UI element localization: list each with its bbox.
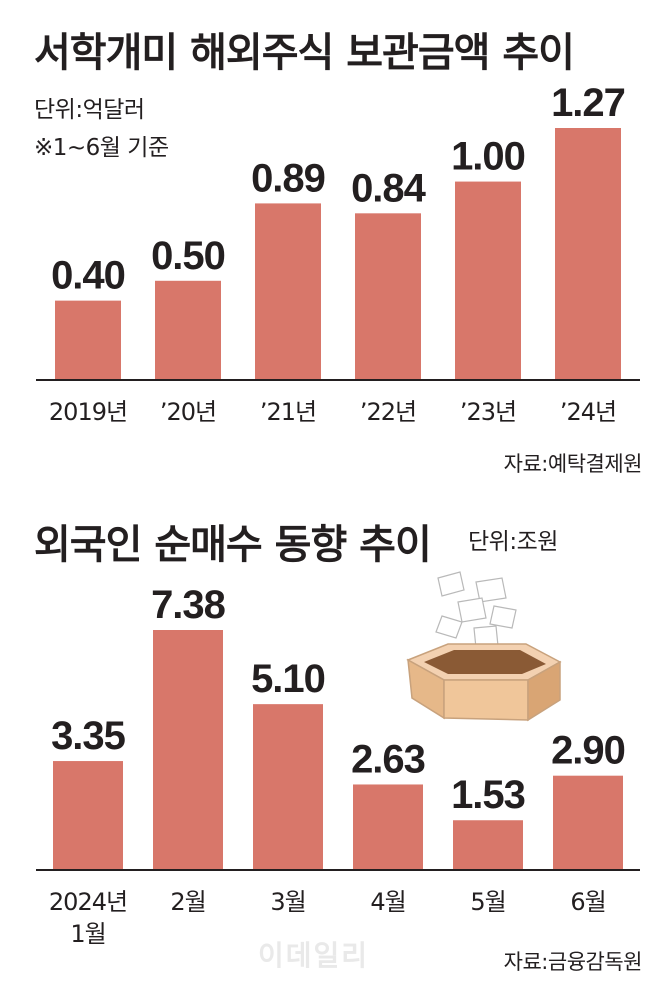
chart1-value-label: 0.40: [51, 254, 125, 298]
chart2-bar: [453, 820, 523, 870]
chart2-value-label: 2.90: [551, 729, 625, 773]
chart1-bar: [355, 213, 421, 380]
box-icon: [406, 643, 562, 722]
chart1-bar: [55, 300, 121, 380]
chart1-value-label: 1.27: [551, 81, 625, 125]
chart2-title: 외국인 순매수 동향 추이: [34, 522, 432, 568]
chart1-value-label: 0.89: [251, 156, 325, 200]
chart1-value-label: 0.84: [351, 166, 427, 210]
chart1-bar: [155, 280, 221, 380]
chart1-bar: [555, 128, 621, 380]
chart2-unit-note: 단위:조원: [468, 529, 558, 555]
chart1-source: 자료:예탁결제원: [503, 452, 643, 476]
chart1-plot: 0.40 2019년 0.50 ’20년 0.89 ’21년 0.84 ’22년 1.00 ’23…: [36, 81, 640, 426]
watermark: 이데일리: [258, 939, 370, 972]
chart1-unit-note: 단위:억달러: [34, 97, 145, 123]
chart2-value-label: 3.35: [51, 714, 126, 758]
chart2-category-label: 2월: [170, 888, 205, 916]
chart1-category-label: ’22년: [360, 398, 416, 426]
chart2-bar: [353, 784, 423, 870]
ballot-box-illustration: [406, 571, 562, 722]
chart2-category-label: 5월: [470, 888, 505, 916]
paper-icon: [435, 571, 517, 649]
chart1-bar: [255, 203, 321, 380]
chart1-period-note: ※1~6월 기준: [34, 135, 169, 161]
chart2-category-label-line2: 1월: [70, 920, 105, 948]
chart1-category-label: ’20년: [160, 398, 216, 426]
chart2-value-label: 7.38: [151, 583, 226, 627]
chart2-value-label: 2.63: [351, 737, 425, 781]
chart2-category-label: 6월: [570, 888, 605, 916]
chart1-category-label: ’23년: [460, 398, 516, 426]
chart1-value-label: 0.50: [151, 234, 225, 278]
chart1-category-label: ’21년: [260, 398, 316, 426]
chart2-category-label: 2024년: [49, 888, 127, 916]
chart1-category-label: ’24년: [560, 398, 616, 426]
chart2-value-label: 5.10: [251, 657, 325, 701]
chart2-category-label: 4월: [370, 888, 405, 916]
chart2-bar: [153, 630, 223, 870]
chart1-bar: [455, 181, 521, 380]
chart2-bar: [53, 761, 123, 870]
chart2-source: 자료:금융감독원: [503, 950, 643, 974]
chart2-bar: [553, 775, 623, 870]
chart1-value-label: 1.00: [451, 135, 525, 179]
chart1-category-label: 2019년: [49, 398, 127, 426]
chart2-value-label: 1.53: [451, 773, 525, 817]
chart1-title: 서학개미 해외주식 보관금액 추이: [34, 30, 575, 76]
chart2-bar: [253, 704, 323, 870]
chart2-category-label: 3월: [270, 888, 305, 916]
